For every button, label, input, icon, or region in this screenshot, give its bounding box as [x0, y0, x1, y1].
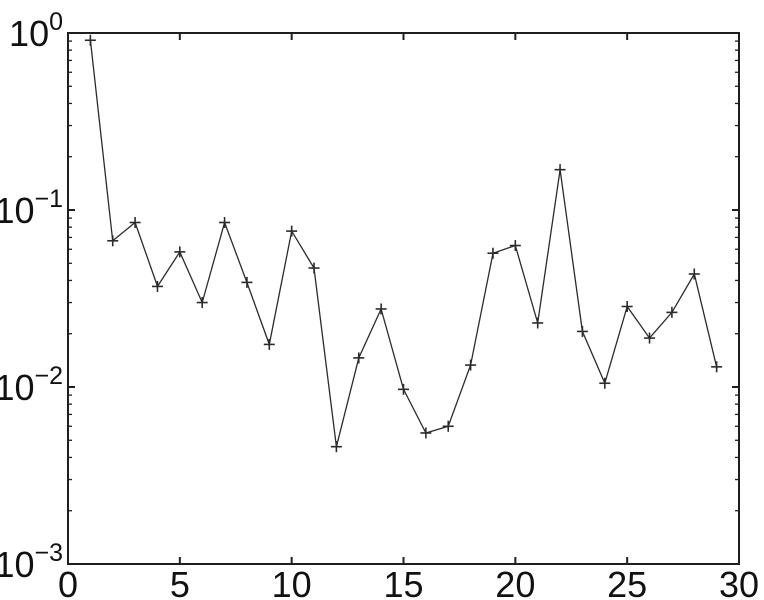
data-point-marker — [375, 303, 387, 315]
x-tick-label: 0 — [58, 564, 78, 600]
data-point-marker — [487, 247, 499, 259]
x-tick-label: 15 — [383, 564, 423, 600]
data-point-marker — [330, 441, 342, 453]
y-tick-label: 10−2 — [0, 362, 63, 408]
data-point-marker — [286, 225, 298, 237]
data-point-marker — [84, 34, 96, 46]
data-point-marker — [174, 246, 186, 258]
data-point-marker — [442, 420, 454, 432]
data-point-marker — [465, 359, 477, 371]
y-tick-label: 100 — [9, 8, 63, 54]
data-point-marker — [666, 306, 678, 318]
data-point-marker — [509, 240, 521, 252]
x-tick-label: 30 — [719, 564, 759, 600]
x-tick-label: 5 — [170, 564, 190, 600]
y-tick-label: 10−3 — [0, 539, 63, 585]
data-point-marker — [263, 338, 275, 350]
data-point-marker — [711, 361, 723, 373]
data-point-marker — [420, 427, 432, 439]
data-point-marker — [196, 297, 208, 309]
data-point-marker — [219, 216, 231, 228]
data-point-marker — [532, 317, 544, 329]
data-point-marker — [107, 235, 119, 247]
data-point-marker — [151, 280, 163, 292]
data-point-marker — [129, 216, 141, 228]
x-tick-label: 25 — [607, 564, 647, 600]
data-point-marker — [621, 300, 633, 312]
x-tick-label: 20 — [495, 564, 535, 600]
data-point-marker — [576, 325, 588, 337]
data-point-marker — [308, 262, 320, 274]
y-tick-label: 10−1 — [0, 185, 63, 231]
data-point-marker — [241, 276, 253, 288]
data-point-marker — [353, 352, 365, 364]
data-point-marker — [599, 377, 611, 389]
data-point-marker — [398, 383, 409, 395]
data-point-marker — [554, 164, 566, 176]
x-tick-label: 10 — [272, 564, 312, 600]
data-point-marker — [688, 268, 700, 280]
data-point-marker — [644, 332, 656, 344]
